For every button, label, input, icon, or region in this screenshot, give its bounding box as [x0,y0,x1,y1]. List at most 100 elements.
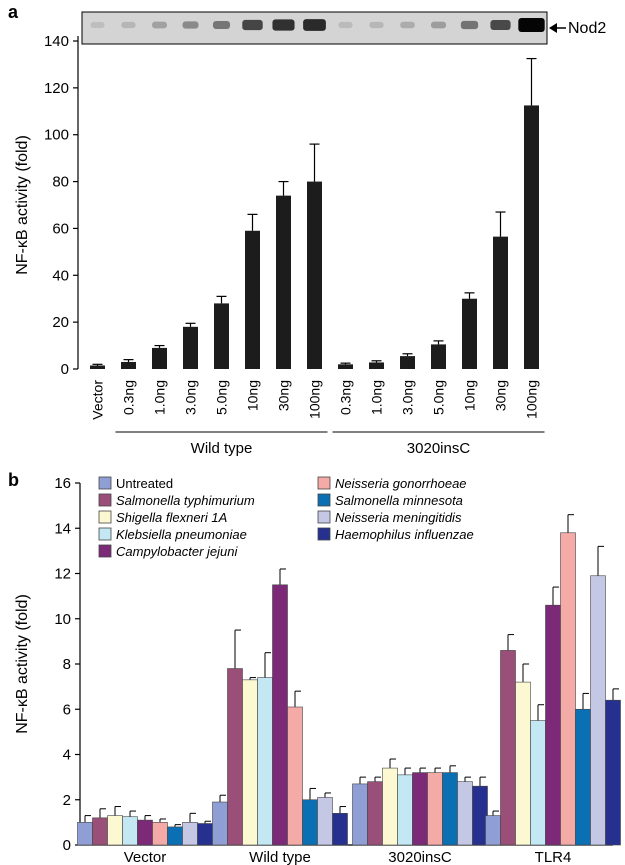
bar [307,181,322,369]
x-category-label: 3020insC [388,849,452,865]
legend-label: Klebsiella pneumoniae [116,527,247,542]
bar [137,819,153,846]
panel-b-chart: 0 2 4 6 8 10 12 14 16 NF-κB activity (fold) Vector… [14,475,621,865]
y-tick-label: 0 [61,361,69,378]
legend-label: Campylobacter jejuni [116,544,239,559]
group-label: 3020insC [407,440,471,457]
y-tick-label: 14 [54,520,71,537]
blot-band [490,19,511,31]
bar [122,816,138,846]
bar [302,799,318,846]
x-category-label: 1.0ng [152,380,168,415]
legend-label: Salmonella typhimurium [116,493,255,508]
y-tick-label: 10 [54,611,71,628]
x-category-label: 0.3ng [121,380,137,415]
bar [605,699,621,846]
x-category-label: 100ng [524,380,540,419]
bar [442,772,458,846]
bar [152,822,168,846]
blot-band [212,21,231,29]
bar [227,668,243,846]
blot-band [338,21,353,29]
bar [276,195,291,369]
blot-band [90,21,105,29]
legend-swatch [317,476,331,490]
legend-label: Haemophilus influenzae [335,527,474,542]
y-tick-label: 60 [52,220,69,237]
bar [462,298,477,369]
legend-swatch [98,493,112,507]
x-category-label: 100ng [307,380,323,419]
bar [214,303,229,369]
y-tick-label: 140 [44,33,69,50]
bar [242,679,258,846]
bar [257,677,273,846]
y-tick-label: 4 [63,747,71,764]
bar [560,532,576,846]
y-tick-label: 2 [63,792,71,809]
bar [182,822,198,846]
bar [412,772,428,846]
bar [92,817,108,846]
bar [524,105,539,369]
bar [121,361,136,369]
y-tick-label: 100 [44,127,69,144]
bar [457,781,473,846]
legend-swatch [98,476,112,490]
blot-band [303,19,326,31]
blot-band [518,18,545,32]
bar [575,708,591,846]
legend-label: Shigella flexneri 1A [116,510,227,525]
y-tick-label: 0 [63,837,71,854]
x-category-label: 3.0ng [400,380,416,415]
x-category-label: Wild type [249,849,311,865]
x-category-label: TLR4 [535,849,572,865]
blot-band [460,20,479,30]
x-category-label: Vector [90,380,106,420]
blot-band [152,21,167,29]
bar [272,584,288,846]
y-tick-label: 80 [52,174,69,191]
blot-band [430,21,447,29]
bar [493,236,508,369]
y-tick-label: 12 [54,566,71,583]
blot-band [369,21,384,29]
x-category-label: 30ng [493,380,509,411]
bar [515,681,531,846]
bar [500,650,516,846]
bar [382,767,398,846]
bar [367,781,383,846]
bar [183,326,198,369]
x-category-label: 5.0ng [214,380,230,415]
bar [397,774,413,846]
blot-band [182,21,199,29]
bar [107,815,123,846]
bar [400,356,415,369]
y-tick-label: 6 [63,701,71,718]
bar [530,720,546,846]
panel-a-letter: a [8,2,19,22]
bar [332,813,348,846]
y-axis-label: NF-κB activity (fold) [14,135,31,275]
bar [197,823,213,846]
y-tick-label: 8 [63,656,71,673]
x-category-label: 10ng [462,380,478,411]
blot-band [242,19,263,31]
legend-swatch [317,527,331,541]
bar [77,822,93,846]
bar [287,706,303,846]
y-axis-label: NF-κB activity (fold) [14,594,31,734]
x-category-label: 1.0ng [369,380,385,415]
bar [245,230,260,369]
western-blot-strip [81,11,548,45]
bar [485,815,501,846]
bar [427,772,443,846]
y-tick-label: 40 [52,267,69,284]
nod2-arrow-icon [549,23,566,33]
legend-swatch [98,510,112,524]
legend-label: Untreated [116,476,173,491]
legend-label: Salmonella minnesota [335,493,463,508]
bar [352,783,368,846]
panel-a-chart: 0 20 40 60 80 100 120 140 NF-κB activity (fold) V… [14,33,545,457]
